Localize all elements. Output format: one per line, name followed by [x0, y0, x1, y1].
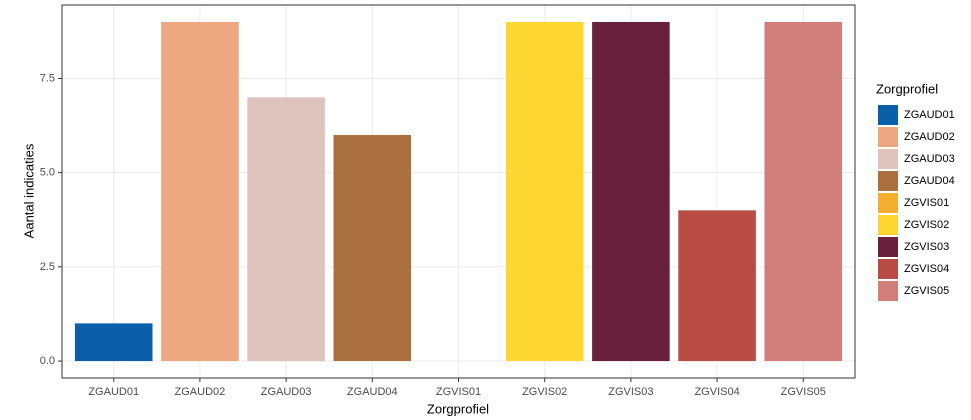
panel-border	[61, 4, 856, 379]
legend-key	[878, 149, 898, 169]
legend-label: ZGVIS04	[904, 263, 949, 275]
x-axis-title: Zorgprofiel	[427, 401, 489, 416]
bar	[333, 134, 412, 362]
legend-label: ZGVIS01	[904, 197, 949, 209]
legend-key	[878, 127, 898, 147]
x-tick-label: ZGVIS04	[694, 386, 739, 398]
y-tick-label: 0.0	[40, 355, 55, 367]
x-tick-label: ZGAUD04	[347, 386, 398, 398]
bar	[764, 21, 843, 362]
x-tick-label: ZGVIS01	[436, 386, 481, 398]
legend-label: ZGAUD04	[904, 175, 955, 187]
bar	[247, 97, 325, 362]
y-tick-label: 5.0	[40, 167, 55, 179]
bar	[592, 21, 670, 362]
legend-key	[878, 105, 898, 125]
legend-label: ZGAUD03	[904, 153, 955, 165]
y-tick-label: 2.5	[40, 261, 55, 273]
y-axis-title: Aantal indicaties	[21, 143, 36, 238]
x-tick-label: ZGVIS02	[522, 386, 567, 398]
bar	[505, 21, 584, 362]
legend-label: ZGVIS05	[904, 285, 949, 297]
legend-key	[878, 193, 898, 213]
legend-title: Zorgprofiel	[876, 81, 938, 96]
x-tick-label: ZGAUD02	[175, 386, 226, 398]
y-tick-label: 7.5	[40, 72, 55, 84]
legend-label: ZGVIS02	[904, 219, 949, 231]
legend-key	[878, 281, 898, 301]
bar	[678, 210, 756, 362]
x-tick-label: ZGAUD01	[88, 386, 139, 398]
legend-label: ZGAUD01	[904, 109, 955, 121]
legend-key	[878, 259, 898, 279]
bar	[74, 323, 153, 362]
legend-label: ZGAUD02	[904, 131, 955, 143]
legend-label: ZGVIS03	[904, 241, 949, 253]
legend-key	[878, 171, 898, 191]
x-tick-label: ZGVIS03	[608, 386, 653, 398]
x-tick-label: ZGVIS05	[781, 386, 826, 398]
legend-key	[878, 237, 898, 257]
bar	[161, 21, 239, 362]
x-tick-label: ZGAUD03	[261, 386, 312, 398]
legend-key	[878, 215, 898, 235]
